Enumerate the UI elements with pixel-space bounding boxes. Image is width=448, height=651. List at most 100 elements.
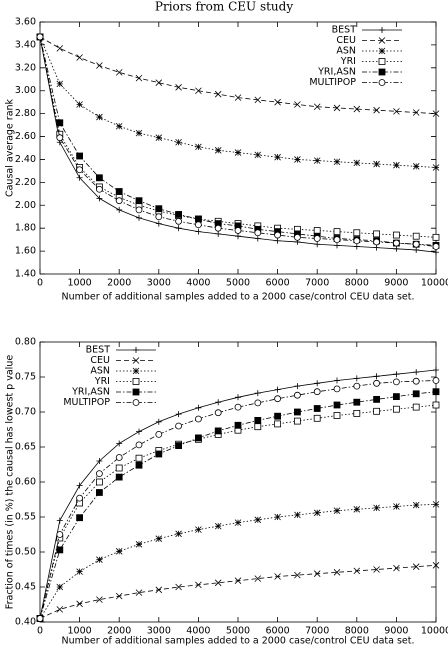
- data-point: [135, 541, 143, 548]
- y-tick-label: 0.50: [15, 547, 36, 558]
- data-point: [175, 138, 182, 146]
- data-point: [412, 501, 420, 509]
- data-point: [155, 418, 162, 425]
- x-axis-label: Number of additional samples added to a …: [62, 292, 415, 303]
- legend-label: YRI: [340, 56, 356, 67]
- data-point: [412, 390, 420, 398]
- y-tick-label: 2.20: [15, 177, 36, 188]
- data-point: [393, 161, 400, 169]
- data-point: [393, 245, 400, 252]
- y-axis-label: Fraction of times (in %) the causal has …: [5, 355, 16, 610]
- data-point: [353, 398, 361, 406]
- data-point: [96, 458, 103, 464]
- data-point: [353, 237, 361, 245]
- data-point: [96, 174, 103, 182]
- legend-label: MULTIPOP: [63, 397, 110, 408]
- data-point: [214, 579, 222, 587]
- data-point: [96, 556, 103, 563]
- data-point: [175, 411, 182, 418]
- data-point: [234, 94, 242, 101]
- data-point: [373, 160, 380, 168]
- data-point: [155, 220, 162, 227]
- data-point: [194, 215, 202, 223]
- data-point: [135, 206, 143, 214]
- y-tick-label: 3.60: [15, 17, 36, 28]
- x-tick-label: 8000: [345, 626, 369, 637]
- x-tick-label: 5000: [226, 626, 250, 637]
- legend-marker: [378, 47, 386, 55]
- data-point: [353, 409, 361, 417]
- legend-label: YRI: [94, 376, 110, 387]
- data-point: [274, 237, 281, 244]
- data-point: [214, 90, 222, 98]
- data-point: [115, 473, 123, 481]
- data-point: [56, 546, 64, 554]
- data-point: [135, 74, 143, 82]
- legend-label: CEU: [90, 355, 110, 366]
- data-point: [135, 197, 143, 205]
- data-point: [56, 583, 64, 591]
- data-point: [155, 430, 163, 438]
- data-point: [76, 494, 83, 502]
- data-point: [115, 454, 123, 461]
- data-point: [115, 122, 123, 130]
- series-line: [39, 36, 437, 168]
- data-point: [175, 530, 182, 538]
- y-tick-label: 0.75: [15, 372, 36, 383]
- legend-label: BEST: [86, 345, 111, 356]
- y-tick-label: 0.80: [15, 337, 36, 348]
- legend-marker: [132, 399, 140, 406]
- legend-label: BEST: [332, 25, 357, 36]
- data-point: [274, 153, 281, 161]
- data-point: [333, 401, 341, 409]
- legend-marker: [132, 388, 140, 396]
- data-point: [115, 548, 123, 555]
- data-point: [392, 239, 400, 247]
- data-point: [195, 581, 202, 589]
- y-axis-label: Causal average rank: [5, 98, 16, 197]
- data-point: [432, 243, 440, 250]
- data-point: [254, 416, 262, 424]
- x-tick-label: 10000: [421, 626, 448, 637]
- data-point: [333, 236, 341, 244]
- data-point: [155, 586, 163, 594]
- data-point: [235, 394, 241, 401]
- data-point: [195, 404, 202, 411]
- data-point: [313, 405, 321, 412]
- series-line: [39, 36, 437, 115]
- data-point: [274, 573, 281, 580]
- data-point: [76, 101, 83, 108]
- data-point: [56, 517, 63, 524]
- data-point: [353, 567, 361, 575]
- data-point: [373, 504, 380, 512]
- data-point: [353, 375, 360, 382]
- data-point: [274, 386, 281, 393]
- data-point: [313, 414, 321, 422]
- data-point: [96, 62, 103, 69]
- data-point: [215, 399, 222, 406]
- data-point: [412, 240, 420, 248]
- data-point: [314, 241, 321, 248]
- data-point: [214, 409, 222, 417]
- y-tick-label: 0.45: [15, 582, 36, 593]
- data-point: [235, 233, 241, 240]
- data-point: [333, 507, 341, 514]
- x-tick-label: 1000: [68, 626, 92, 637]
- data-point: [214, 427, 222, 435]
- data-point: [214, 522, 222, 530]
- data-point: [254, 235, 261, 242]
- y-tick-label: 3.20: [15, 62, 36, 73]
- data-point: [155, 205, 163, 213]
- data-point: [412, 403, 420, 411]
- data-point: [433, 249, 439, 256]
- data-point: [373, 379, 381, 387]
- data-point: [254, 390, 261, 397]
- data-point: [333, 412, 341, 419]
- legend-marker: [379, 27, 385, 33]
- data-point: [413, 246, 420, 253]
- x-tick-label: 6000: [266, 278, 290, 289]
- data-point: [373, 106, 380, 114]
- x-tick-label: 3000: [147, 626, 171, 637]
- data-point: [353, 382, 361, 390]
- data-point: [76, 166, 83, 174]
